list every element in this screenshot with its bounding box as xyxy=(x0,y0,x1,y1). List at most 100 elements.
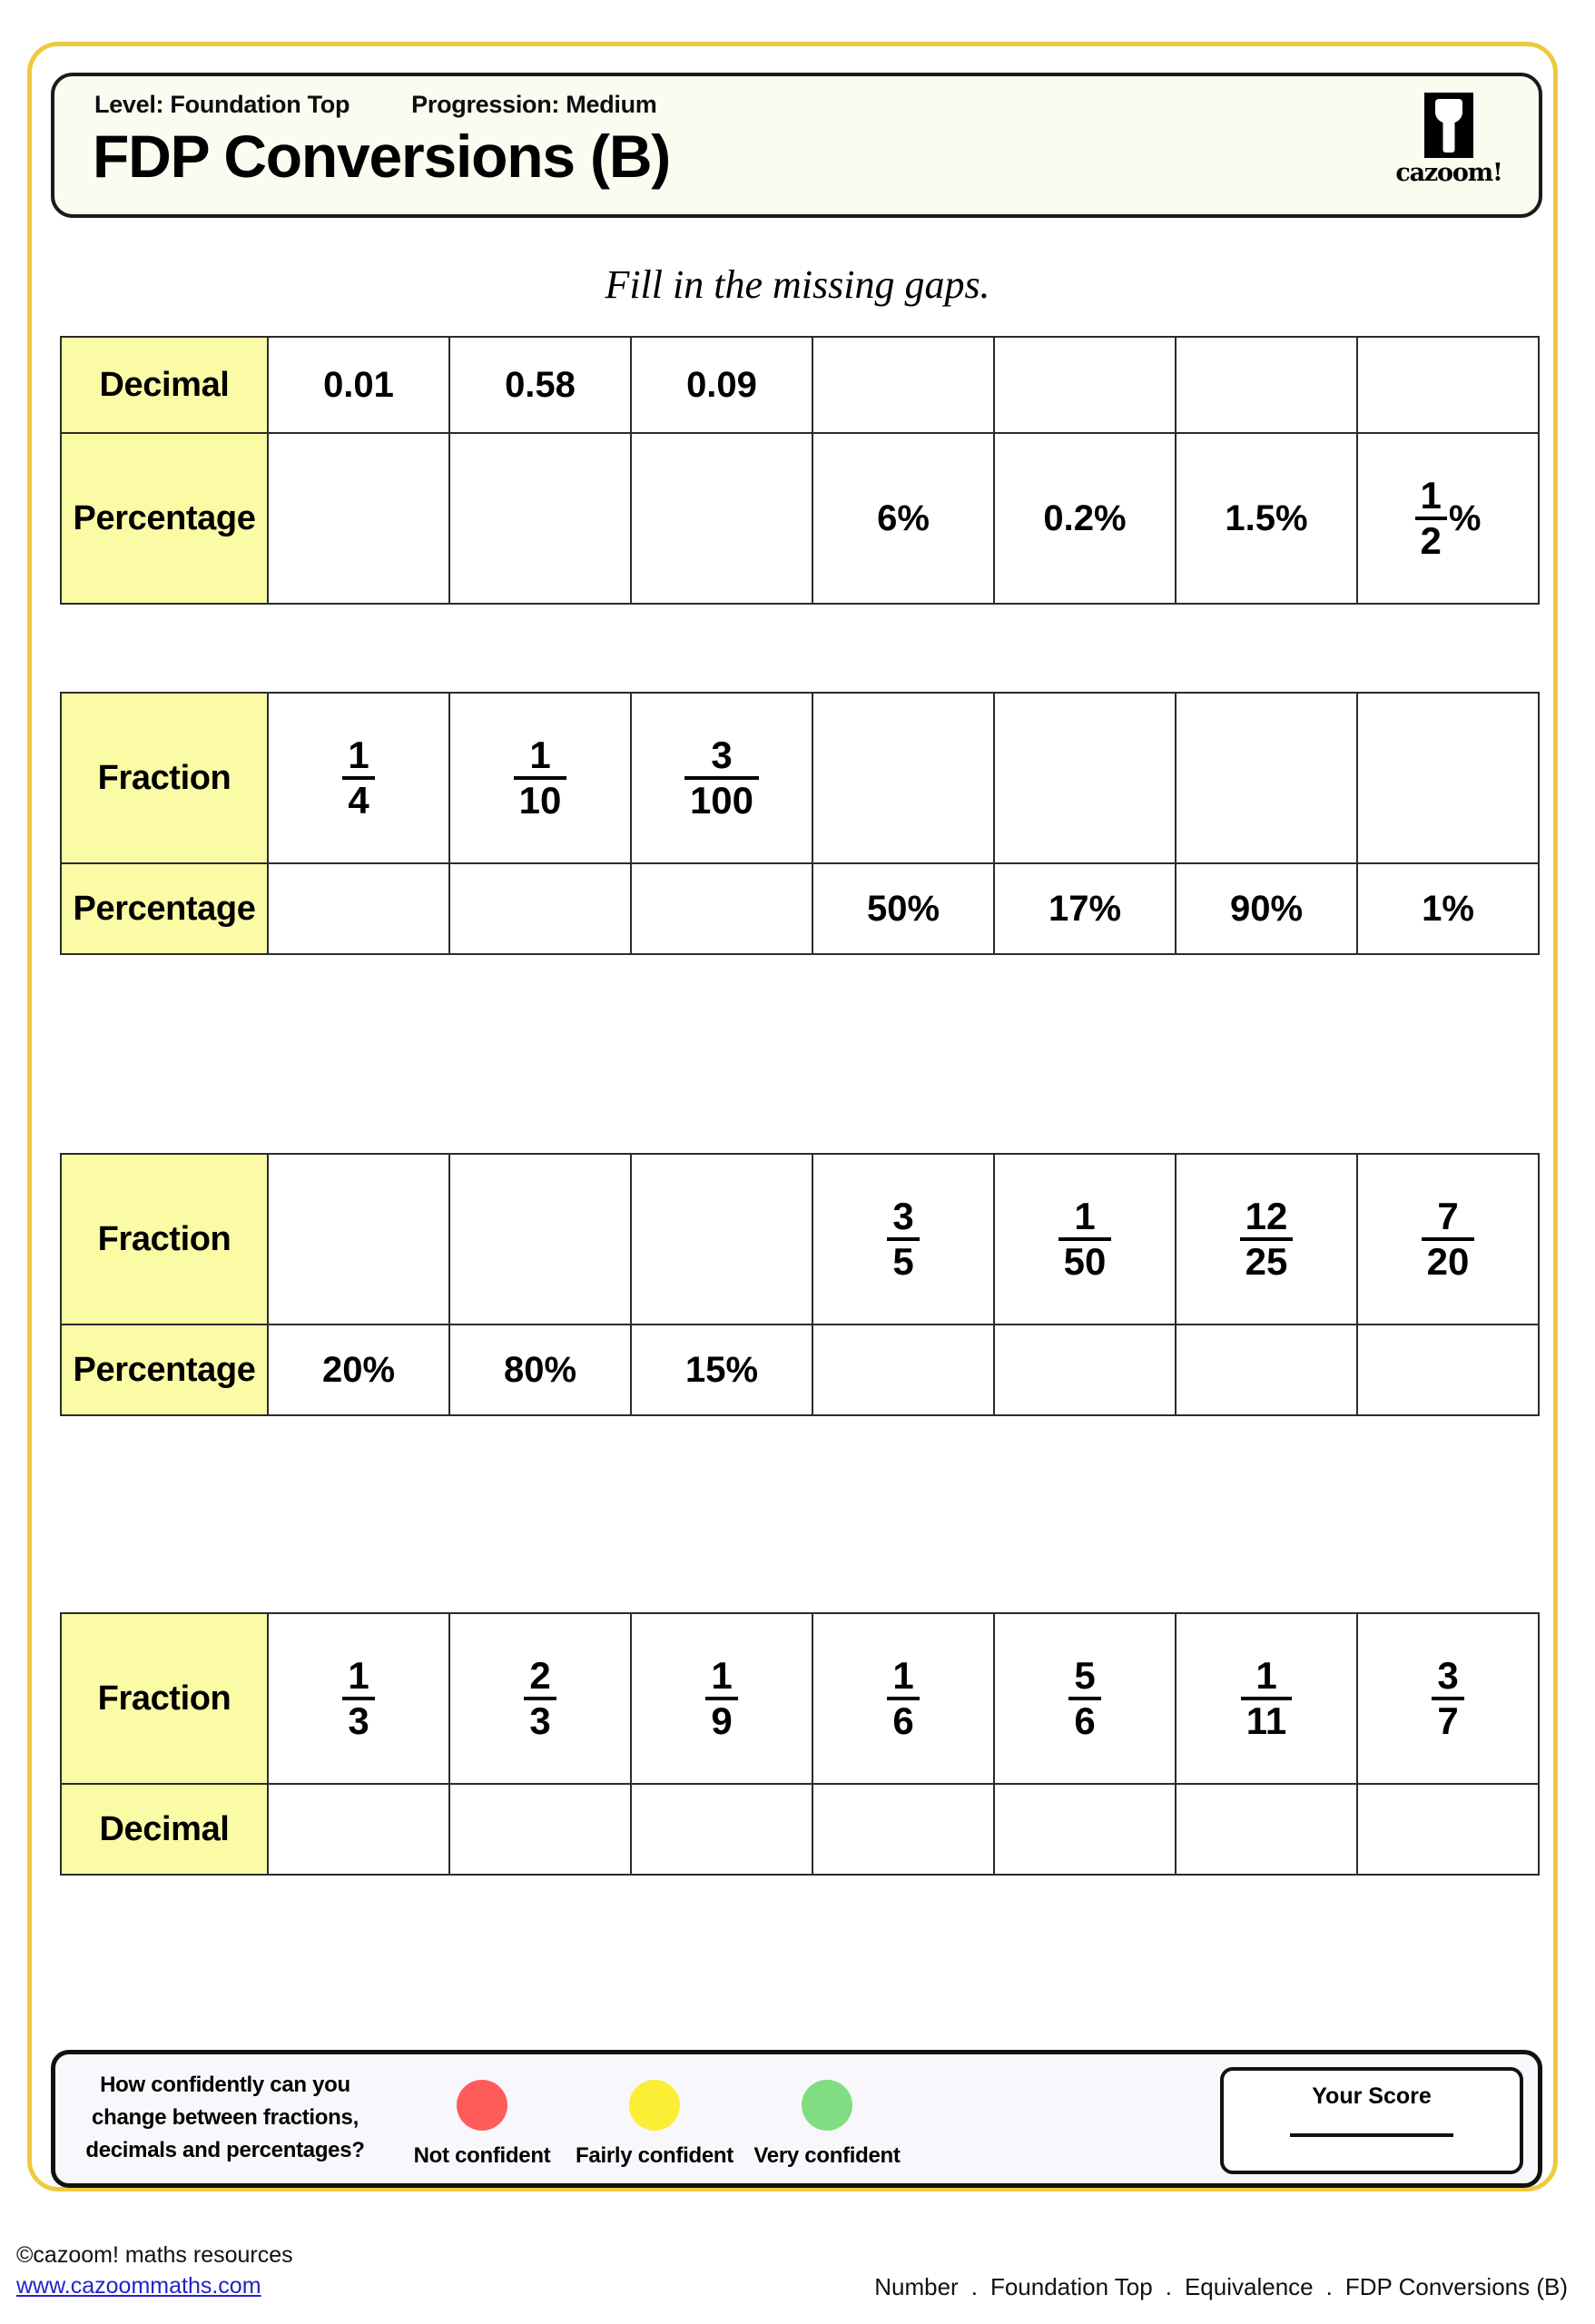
table-row: Percentage 20% 80% 15% xyxy=(60,1324,1540,1416)
value-cell: 0.09 xyxy=(630,336,813,434)
breadcrumb-separator: . xyxy=(1325,2273,1333,2300)
breadcrumb-item: Foundation Top xyxy=(989,2273,1153,2300)
value-cell: 0.58 xyxy=(448,336,632,434)
value-cell: 20% xyxy=(267,1324,450,1416)
fraction: 7 20 xyxy=(1421,1195,1475,1281)
breadcrumb-item: Number xyxy=(874,2273,959,2300)
fraction-denominator: 6 xyxy=(1068,1697,1101,1740)
fraction-numerator: 3 xyxy=(711,734,733,776)
fraction-denominator: 3 xyxy=(524,1697,556,1740)
blank-answer-cell[interactable] xyxy=(630,1783,813,1876)
confidence-option-very-confident[interactable]: Very confident xyxy=(745,2062,909,2169)
row-label-percentage: Percentage xyxy=(60,1324,269,1416)
blank-answer-cell[interactable] xyxy=(267,862,450,955)
value-cell: 15% xyxy=(630,1324,813,1416)
blank-answer-cell[interactable] xyxy=(448,862,632,955)
table-row: Percentage 6% 0.2% 1.5% 1 2% xyxy=(60,432,1540,605)
value-cell: 1.5% xyxy=(1175,432,1358,605)
table-4: Fraction 1 3 2 3 1 9 1 6 5 6 1 11 3 7 Decimal xyxy=(60,1612,1540,1876)
fairly-confident-circle-icon[interactable] xyxy=(629,2080,680,2131)
fraction-denominator: 50 xyxy=(1058,1237,1112,1281)
fraction: 1 50 xyxy=(1058,1197,1112,1281)
blank-answer-cell[interactable] xyxy=(630,432,813,605)
value-cell: 6% xyxy=(812,432,995,605)
value-cell: 3 100 xyxy=(630,692,813,864)
blank-answer-cell[interactable] xyxy=(993,1783,1177,1876)
blank-answer-cell[interactable] xyxy=(1175,1324,1358,1416)
breadcrumb-item: FDP Conversions (B) xyxy=(1344,2273,1568,2300)
confidence-option-fairly-confident[interactable]: Fairly confident xyxy=(573,2062,736,2169)
table-1: Decimal 0.01 0.58 0.09 Percentage 6% 0.2% 1.5% 1… xyxy=(60,336,1540,605)
fraction-numerator: 1 xyxy=(1255,1654,1277,1697)
row-label-fraction: Fraction xyxy=(60,1153,269,1325)
footer-copyright: ©cazoom! maths resources xyxy=(16,2242,293,2268)
breadcrumb-separator: . xyxy=(970,2273,978,2300)
value-cell: 0.01 xyxy=(267,336,450,434)
blank-answer-cell[interactable] xyxy=(630,1153,813,1325)
not-confident-circle-icon[interactable] xyxy=(457,2080,507,2131)
blank-answer-cell[interactable] xyxy=(1356,1783,1540,1876)
confidence-option-not-confident[interactable]: Not confident xyxy=(400,2062,564,2169)
page-title: FDP Conversions (B) xyxy=(93,123,671,190)
your-score-write-line[interactable] xyxy=(1290,2133,1453,2137)
value-cell: 50% xyxy=(812,862,995,955)
fraction-numerator: 3 xyxy=(1437,1654,1459,1697)
fraction-denominator: 20 xyxy=(1421,1237,1475,1281)
blank-answer-cell[interactable] xyxy=(1175,692,1358,864)
fraction-denominator: 4 xyxy=(342,776,375,820)
breadcrumb-separator: . xyxy=(1165,2273,1172,2300)
level-label: Level: Foundation Top xyxy=(94,91,350,118)
table-row: Fraction 1 4 1 10 3 100 xyxy=(60,692,1540,864)
blank-answer-cell[interactable] xyxy=(267,1153,450,1325)
cazoom-wordmark: cazoom! xyxy=(1395,159,1503,187)
blank-answer-cell[interactable] xyxy=(1356,336,1540,434)
blank-answer-cell[interactable] xyxy=(812,1783,995,1876)
blank-answer-cell[interactable] xyxy=(812,1324,995,1416)
blank-answer-cell[interactable] xyxy=(448,432,632,605)
blank-answer-cell[interactable] xyxy=(993,692,1177,864)
row-label-decimal: Decimal xyxy=(60,336,269,434)
breadcrumb: Number. Foundation Top. Equivalence. FDP Co… xyxy=(871,2273,1571,2301)
table-3: Fraction 3 5 1 50 12 25 7 20 Percentage 20% 80% 15% xyxy=(60,1153,1540,1416)
blank-answer-cell[interactable] xyxy=(630,862,813,955)
very-confident-circle-icon[interactable] xyxy=(802,2080,852,2131)
very-confident-label: Very confident xyxy=(753,2143,901,2168)
fraction-numerator: 7 xyxy=(1437,1195,1459,1237)
value-cell: 90% xyxy=(1175,862,1358,955)
fraction-numerator: 2 xyxy=(529,1654,551,1697)
table-row: Fraction 3 5 1 50 12 25 7 20 xyxy=(60,1153,1540,1325)
footer-copyright-block: ©cazoom! maths resources www.cazoommaths… xyxy=(16,2240,293,2302)
blank-answer-cell[interactable] xyxy=(812,692,995,864)
blank-answer-cell[interactable] xyxy=(993,1324,1177,1416)
table-2: Fraction 1 4 1 10 3 100 Percentage 50% 17% 90% 1% xyxy=(60,692,1540,955)
blank-answer-cell[interactable] xyxy=(1175,336,1358,434)
blank-answer-cell[interactable] xyxy=(267,1783,450,1876)
fraction-denominator: 5 xyxy=(887,1237,920,1281)
blank-answer-cell[interactable] xyxy=(812,336,995,434)
blank-answer-cell[interactable] xyxy=(448,1783,632,1876)
blank-answer-cell[interactable] xyxy=(448,1153,632,1325)
confidence-question: How confidently can you change between f… xyxy=(85,2073,365,2162)
fraction-denominator: 11 xyxy=(1240,1697,1293,1740)
blank-answer-cell[interactable] xyxy=(1356,692,1540,864)
blank-answer-cell[interactable] xyxy=(1356,1324,1540,1416)
blank-answer-cell[interactable] xyxy=(993,336,1177,434)
value-cell: 1 10 xyxy=(448,692,632,864)
your-score-box[interactable]: Your Score xyxy=(1220,2067,1523,2174)
blank-answer-cell[interactable] xyxy=(1175,1783,1358,1876)
row-label-decimal: Decimal xyxy=(60,1783,269,1876)
row-label-percentage: Percentage xyxy=(60,432,269,605)
blank-answer-cell[interactable] xyxy=(267,432,450,605)
footer-website-link[interactable]: www.cazoommaths.com xyxy=(16,2272,261,2299)
fraction: 1 11 xyxy=(1240,1654,1293,1740)
